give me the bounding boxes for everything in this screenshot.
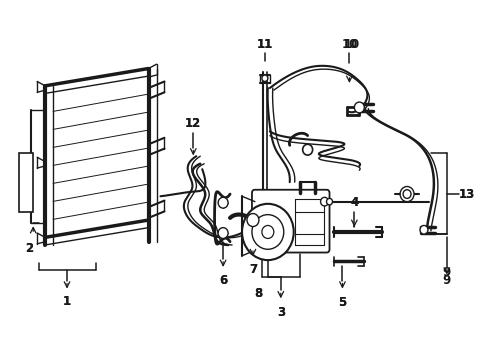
Circle shape bbox=[262, 225, 273, 238]
Text: 13: 13 bbox=[458, 188, 474, 201]
Circle shape bbox=[218, 197, 227, 208]
Circle shape bbox=[354, 102, 364, 113]
Text: 12: 12 bbox=[185, 117, 201, 130]
Text: 9: 9 bbox=[442, 274, 450, 287]
Text: 4: 4 bbox=[349, 196, 358, 209]
Text: 4: 4 bbox=[349, 196, 358, 209]
Text: 3: 3 bbox=[276, 306, 285, 319]
Circle shape bbox=[242, 204, 293, 260]
Circle shape bbox=[419, 225, 427, 234]
Circle shape bbox=[402, 190, 410, 198]
Text: 6: 6 bbox=[219, 274, 227, 287]
Text: 11: 11 bbox=[256, 38, 272, 51]
Text: 7: 7 bbox=[248, 264, 257, 276]
Circle shape bbox=[262, 75, 267, 81]
Text: 5: 5 bbox=[338, 296, 346, 309]
Text: 5: 5 bbox=[338, 296, 346, 309]
Text: 2: 2 bbox=[25, 242, 33, 255]
Circle shape bbox=[302, 144, 312, 155]
Text: 8: 8 bbox=[253, 287, 262, 300]
Text: 13: 13 bbox=[458, 188, 474, 201]
Text: 12: 12 bbox=[185, 117, 201, 130]
Text: 1: 1 bbox=[63, 295, 71, 308]
Circle shape bbox=[251, 215, 283, 249]
Text: 10: 10 bbox=[343, 38, 359, 51]
FancyBboxPatch shape bbox=[251, 190, 329, 252]
Text: 6: 6 bbox=[219, 274, 227, 287]
Text: 1: 1 bbox=[63, 295, 71, 308]
Text: 9: 9 bbox=[442, 266, 450, 279]
Circle shape bbox=[320, 197, 328, 206]
Text: 8: 8 bbox=[253, 287, 262, 300]
Text: 11: 11 bbox=[256, 38, 272, 51]
Text: 10: 10 bbox=[341, 38, 357, 51]
Circle shape bbox=[218, 228, 227, 238]
Circle shape bbox=[326, 198, 332, 205]
Text: 3: 3 bbox=[276, 306, 285, 319]
Circle shape bbox=[399, 186, 413, 202]
Text: 7: 7 bbox=[248, 264, 257, 276]
Text: 2: 2 bbox=[25, 242, 33, 255]
Bar bbox=[19, 153, 33, 212]
Circle shape bbox=[246, 213, 258, 226]
